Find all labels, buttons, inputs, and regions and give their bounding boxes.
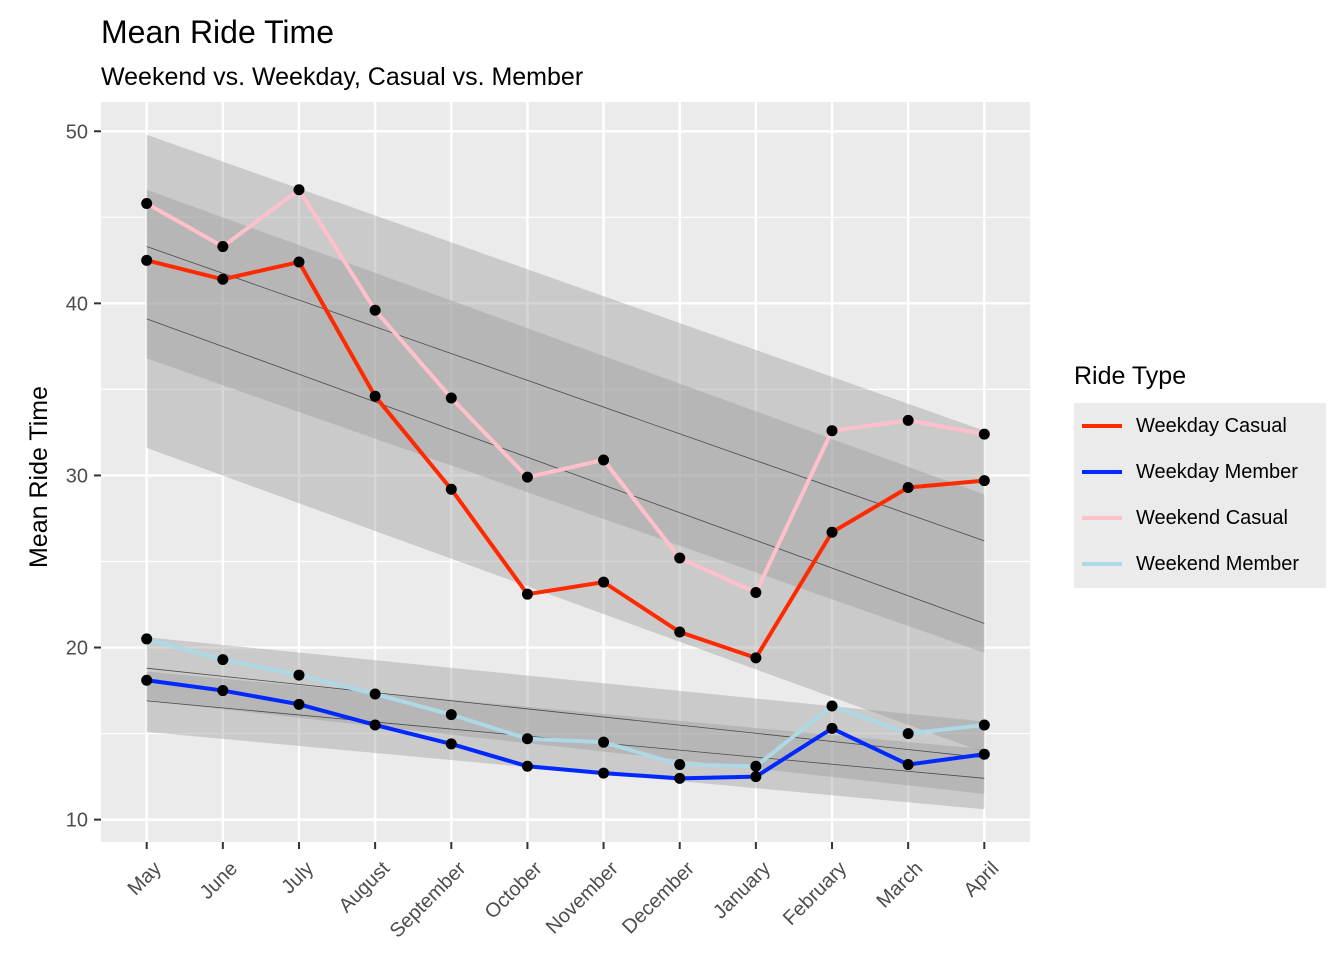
data-point	[445, 709, 457, 721]
x-tick-label: September	[386, 857, 471, 942]
data-point	[750, 760, 762, 772]
data-point	[598, 576, 610, 588]
legend-label: Weekend Casual	[1136, 507, 1288, 529]
y-axis: 10 20 30 40 50	[66, 121, 101, 832]
data-point	[826, 700, 838, 712]
data-point	[902, 481, 914, 493]
data-point	[369, 719, 381, 731]
data-point	[217, 654, 229, 666]
data-point	[598, 736, 610, 748]
legend-label: Weekday Member	[1136, 461, 1298, 483]
data-point	[598, 767, 610, 779]
chart-title: Mean Ride Time	[101, 14, 334, 50]
x-tick-label: August	[335, 857, 395, 917]
data-point	[598, 454, 610, 466]
series-line	[146, 678, 985, 781]
trend-line	[146, 318, 985, 624]
legend-item: Weekend Member	[1074, 541, 1326, 587]
data-point	[521, 733, 533, 745]
legend-title: Ride Type	[1074, 362, 1187, 390]
data-point	[750, 771, 762, 783]
y-tick-label: 30	[66, 465, 88, 487]
x-tick-label: November	[542, 857, 623, 938]
data-point	[445, 392, 457, 404]
data-points	[141, 184, 990, 784]
y-axis-label: Mean Ride Time	[25, 386, 53, 568]
data-point	[902, 728, 914, 740]
legend-item: Weekday Casual	[1074, 403, 1326, 449]
y-tick-label: 40	[66, 293, 88, 315]
series-line	[146, 258, 985, 660]
data-point	[521, 588, 533, 600]
x-tick-label: January	[709, 858, 775, 924]
y-tick-label: 10	[66, 810, 88, 832]
data-point	[674, 759, 686, 771]
chart-subtitle: Weekend vs. Weekday, Casual vs. Member	[101, 63, 584, 91]
y-tick-label: 20	[66, 638, 88, 660]
x-tick-label: December	[618, 857, 699, 938]
data-point	[293, 256, 305, 268]
legend-key	[1082, 562, 1122, 566]
x-tick-label: May	[124, 858, 166, 900]
data-point	[141, 674, 153, 686]
trend-line	[146, 246, 985, 542]
data-point	[902, 414, 914, 426]
plot-panel	[101, 102, 1030, 842]
data-point	[217, 685, 229, 697]
legend-key	[1082, 424, 1122, 428]
legend-key	[1082, 516, 1122, 520]
legend-item: Weekend Casual	[1074, 495, 1326, 541]
data-point	[217, 273, 229, 285]
legend-key	[1082, 470, 1122, 474]
data-point	[293, 698, 305, 710]
data-point	[141, 254, 153, 266]
data-point	[978, 719, 990, 731]
trend-line	[146, 667, 985, 759]
legend-label: Weekend Member	[1136, 553, 1300, 575]
data-point	[750, 586, 762, 598]
data-point	[750, 652, 762, 664]
y-tick-label: 50	[66, 121, 88, 143]
legend-item: Weekday Member	[1074, 449, 1326, 495]
minor-gridlines	[101, 216, 1030, 735]
data-point	[826, 425, 838, 437]
data-point	[674, 626, 686, 638]
data-point	[141, 633, 153, 645]
legend-label: Weekday Casual	[1136, 415, 1287, 437]
data-point	[521, 760, 533, 772]
data-point	[826, 526, 838, 538]
data-point	[141, 198, 153, 210]
series-line	[145, 187, 985, 595]
legend: Weekday Casual Weekday Member Weekend Casu…	[1074, 403, 1326, 588]
x-tick-label: June	[196, 858, 242, 904]
data-point	[978, 475, 990, 487]
data-point	[674, 772, 686, 784]
data-point	[369, 688, 381, 700]
data-point	[369, 390, 381, 402]
data-point	[978, 748, 990, 760]
data-point	[369, 304, 381, 316]
x-tick-label: March	[872, 858, 927, 913]
data-point	[978, 428, 990, 440]
x-tick-label: April	[960, 858, 1004, 902]
data-point	[217, 241, 229, 253]
data-point	[521, 471, 533, 483]
data-point	[445, 483, 457, 495]
series-lines	[145, 187, 985, 781]
data-point	[445, 738, 457, 750]
confidence-band	[146, 637, 985, 794]
x-tick-label: July	[277, 858, 318, 899]
data-point	[293, 184, 305, 196]
data-point	[902, 759, 914, 771]
x-tick-label: February	[779, 858, 851, 930]
data-point	[293, 669, 305, 681]
x-tick-label: October	[481, 857, 547, 923]
data-point	[826, 722, 838, 734]
series-line	[146, 636, 985, 769]
data-point	[674, 552, 686, 564]
